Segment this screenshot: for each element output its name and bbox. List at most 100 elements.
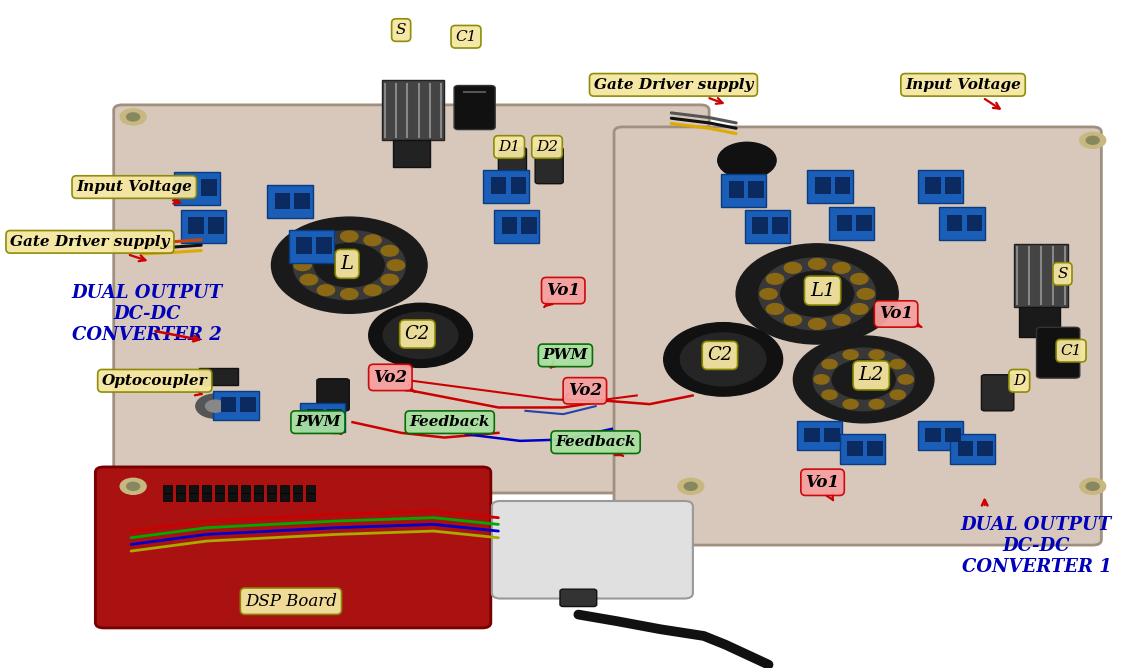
FancyBboxPatch shape [492, 501, 693, 599]
FancyBboxPatch shape [288, 230, 334, 263]
Circle shape [760, 289, 777, 299]
FancyBboxPatch shape [213, 391, 259, 420]
FancyBboxPatch shape [560, 589, 596, 607]
Circle shape [120, 478, 146, 494]
Circle shape [736, 244, 898, 344]
FancyBboxPatch shape [834, 177, 850, 194]
Text: Input Voltage: Input Voltage [905, 78, 1021, 109]
Circle shape [381, 275, 398, 285]
FancyBboxPatch shape [491, 177, 506, 194]
Text: C2: C2 [405, 325, 430, 343]
FancyBboxPatch shape [254, 493, 263, 501]
Circle shape [368, 303, 472, 367]
Text: C1: C1 [455, 30, 477, 43]
Circle shape [127, 482, 139, 490]
Text: Gate Driver supply: Gate Driver supply [10, 235, 170, 261]
FancyBboxPatch shape [267, 185, 312, 218]
FancyBboxPatch shape [950, 434, 995, 464]
FancyBboxPatch shape [1013, 244, 1068, 307]
FancyBboxPatch shape [918, 170, 963, 203]
Circle shape [383, 312, 458, 359]
FancyBboxPatch shape [280, 493, 288, 501]
Text: Vo1: Vo1 [806, 474, 840, 500]
FancyBboxPatch shape [382, 80, 445, 140]
Circle shape [784, 263, 801, 273]
Circle shape [315, 244, 384, 287]
Text: Vo1: Vo1 [544, 282, 580, 307]
Text: PWM: PWM [543, 349, 588, 367]
Text: D: D [1013, 374, 1025, 387]
FancyBboxPatch shape [294, 192, 310, 210]
Text: L: L [341, 255, 353, 273]
FancyBboxPatch shape [856, 214, 872, 232]
FancyBboxPatch shape [614, 127, 1101, 545]
Circle shape [364, 285, 381, 295]
FancyBboxPatch shape [392, 140, 430, 167]
Circle shape [844, 350, 858, 359]
FancyBboxPatch shape [163, 485, 172, 493]
FancyBboxPatch shape [189, 485, 198, 493]
Circle shape [869, 399, 885, 409]
FancyBboxPatch shape [967, 214, 983, 232]
FancyBboxPatch shape [215, 493, 223, 501]
FancyBboxPatch shape [96, 467, 491, 628]
Circle shape [271, 217, 428, 313]
FancyBboxPatch shape [188, 217, 204, 234]
FancyBboxPatch shape [502, 217, 518, 234]
FancyBboxPatch shape [202, 493, 211, 501]
FancyBboxPatch shape [293, 485, 302, 493]
Circle shape [663, 323, 782, 396]
Circle shape [844, 399, 858, 409]
Circle shape [850, 274, 868, 285]
Circle shape [317, 285, 334, 295]
FancyBboxPatch shape [958, 441, 974, 456]
FancyBboxPatch shape [177, 493, 185, 501]
Circle shape [294, 260, 311, 271]
Circle shape [196, 394, 235, 418]
Circle shape [1080, 478, 1106, 494]
Circle shape [784, 315, 801, 325]
Circle shape [808, 319, 825, 329]
FancyBboxPatch shape [498, 148, 527, 184]
FancyBboxPatch shape [748, 181, 764, 198]
FancyBboxPatch shape [728, 181, 744, 198]
Circle shape [681, 333, 766, 386]
FancyBboxPatch shape [228, 493, 237, 501]
Text: Gate Driver supply: Gate Driver supply [594, 78, 754, 104]
Circle shape [766, 303, 783, 314]
Text: L2: L2 [858, 367, 884, 384]
Circle shape [317, 235, 334, 246]
FancyBboxPatch shape [316, 237, 332, 255]
FancyBboxPatch shape [947, 214, 962, 232]
FancyBboxPatch shape [868, 441, 882, 456]
Circle shape [832, 360, 895, 399]
FancyBboxPatch shape [521, 217, 537, 234]
FancyBboxPatch shape [254, 485, 263, 493]
Circle shape [127, 113, 139, 121]
FancyBboxPatch shape [202, 179, 217, 196]
Circle shape [300, 275, 318, 285]
Circle shape [300, 245, 318, 256]
Circle shape [293, 230, 406, 300]
FancyBboxPatch shape [939, 207, 985, 240]
FancyBboxPatch shape [977, 441, 993, 456]
Circle shape [684, 482, 698, 490]
FancyBboxPatch shape [807, 170, 853, 203]
FancyBboxPatch shape [772, 217, 788, 234]
FancyBboxPatch shape [189, 493, 198, 501]
Text: S: S [396, 23, 406, 37]
Text: D2: D2 [536, 140, 557, 154]
FancyBboxPatch shape [242, 485, 250, 493]
FancyBboxPatch shape [1019, 307, 1060, 337]
Circle shape [813, 348, 914, 411]
FancyBboxPatch shape [847, 441, 863, 456]
FancyBboxPatch shape [202, 485, 211, 493]
Circle shape [898, 375, 913, 384]
Circle shape [766, 274, 783, 285]
FancyBboxPatch shape [228, 485, 237, 493]
FancyBboxPatch shape [280, 485, 288, 493]
FancyBboxPatch shape [267, 493, 276, 501]
FancyBboxPatch shape [744, 210, 790, 243]
FancyBboxPatch shape [797, 421, 842, 450]
Text: S: S [1057, 267, 1068, 281]
